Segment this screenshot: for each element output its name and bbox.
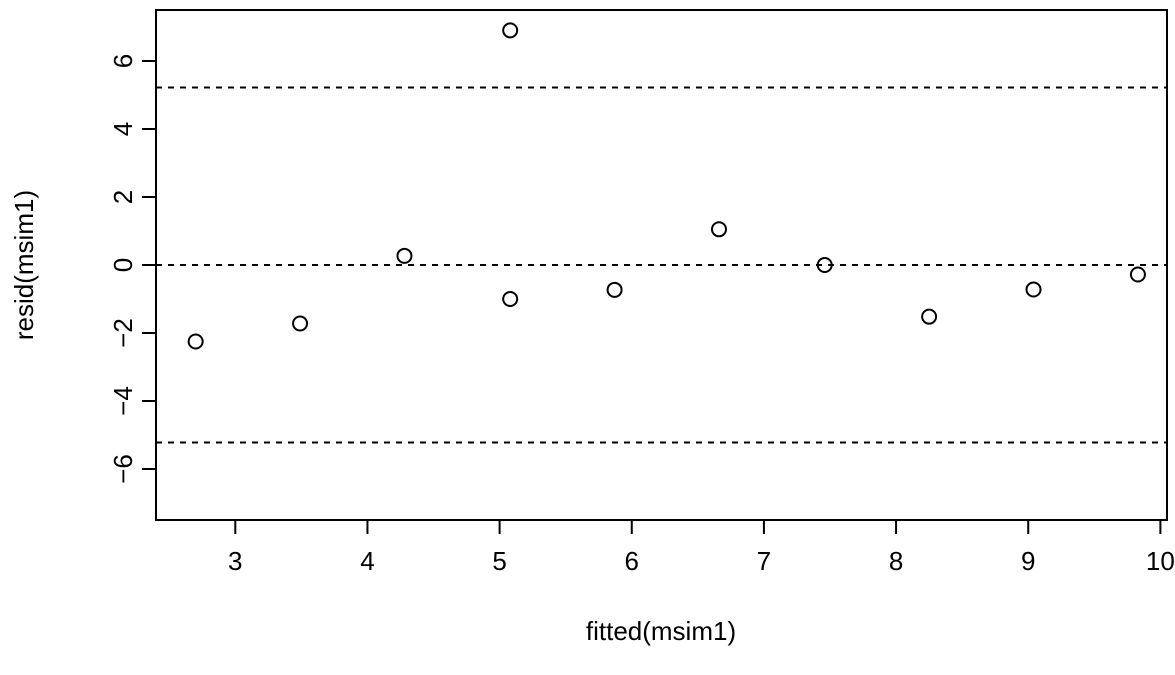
data-point: [606, 281, 623, 298]
data-points: [187, 22, 1146, 350]
x-tick-label: 7: [757, 546, 771, 576]
x-axis-label: fitted(msim1): [586, 616, 736, 646]
data-point: [921, 308, 938, 325]
x-tick-label: 3: [228, 546, 242, 576]
x-tick-label: 6: [625, 546, 639, 576]
data-point: [187, 333, 204, 350]
x-axis: 3 4 5 6 7 8 9 10: [228, 520, 1175, 576]
data-point: [1129, 266, 1146, 283]
data-point: [292, 315, 309, 332]
y-tick-label: 4: [108, 122, 138, 136]
data-point: [816, 257, 833, 273]
y-tick-label: −2: [108, 318, 138, 348]
x-tick-label: 10: [1146, 546, 1175, 576]
y-axis-label: resid(msim1): [9, 190, 39, 340]
y-tick-label: 2: [108, 190, 138, 204]
x-tick-label: 9: [1021, 546, 1035, 576]
y-tick-label: 0: [108, 258, 138, 272]
data-point: [710, 221, 727, 238]
y-tick-label: −4: [108, 386, 138, 416]
y-axis: −6 −4 −2 0 2 4 6: [108, 54, 156, 484]
data-point: [396, 247, 413, 264]
data-point: [502, 22, 519, 39]
data-point: [502, 291, 519, 307]
data-point: [1025, 281, 1042, 298]
y-tick-label: 6: [108, 54, 138, 68]
x-tick-label: 4: [360, 546, 374, 576]
reference-lines: [156, 86, 1167, 444]
y-tick-label: −6: [108, 454, 138, 484]
x-tick-label: 8: [889, 546, 903, 576]
x-tick-label: 5: [492, 546, 506, 576]
